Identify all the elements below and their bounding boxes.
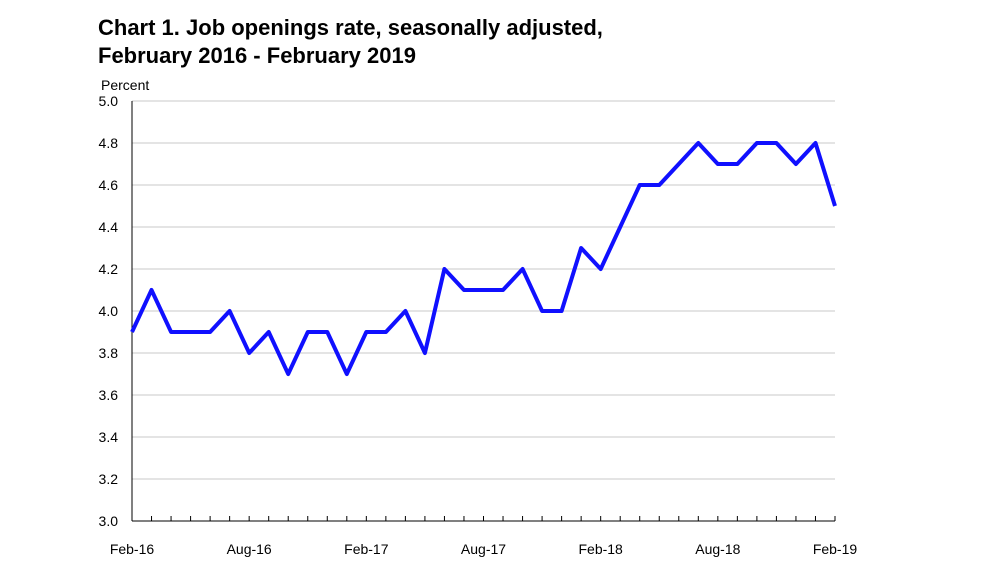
x-tick-labels: Feb-16 Aug-16 Feb-17 Aug-17 Feb-18 Aug-18 Feb-… (110, 541, 858, 557)
data-point (521, 267, 525, 271)
x-tick-label: Aug-17 (461, 541, 506, 557)
data-point (774, 141, 778, 145)
data-point (267, 330, 271, 334)
data-point (345, 372, 349, 376)
series-layer (130, 141, 837, 376)
data-point (384, 330, 388, 334)
data-point (716, 162, 720, 166)
x-tick-label: Feb-19 (813, 541, 858, 557)
y-tick-labels: 3.0 3.2 3.4 3.6 3.8 4.0 4.2 4.4 4.6 4.8 5.0 (99, 93, 119, 529)
data-point (657, 183, 661, 187)
x-tick-label: Aug-16 (227, 541, 272, 557)
data-point (755, 141, 759, 145)
data-point (482, 288, 486, 292)
y-tick-label: 4.4 (99, 219, 119, 235)
x-tick-label: Feb-18 (578, 541, 623, 557)
data-point (677, 162, 681, 166)
y-tick-label: 3.4 (99, 429, 119, 445)
data-point (442, 267, 446, 271)
chart-title-line-1: Chart 1. Job openings rate, seasonally a… (98, 15, 603, 40)
data-point (364, 330, 368, 334)
data-point (794, 162, 798, 166)
data-point (325, 330, 329, 334)
y-tick-label: 3.2 (99, 471, 119, 487)
data-point (403, 309, 407, 313)
chart-title: Chart 1. Job openings rate, seasonally a… (98, 14, 603, 70)
data-point (462, 288, 466, 292)
x-tick-label: Feb-17 (344, 541, 389, 557)
data-point (208, 330, 212, 334)
chart-title-line-2: February 2016 - February 2019 (98, 43, 416, 68)
data-point (579, 246, 583, 250)
y-axis-label: Percent (101, 77, 149, 93)
data-point (560, 309, 564, 313)
data-point (735, 162, 739, 166)
y-tick-label: 4.2 (99, 261, 119, 277)
y-tick-label: 4.8 (99, 135, 119, 151)
data-point (540, 309, 544, 313)
data-point (130, 330, 134, 334)
data-point (501, 288, 505, 292)
y-tick-label: 5.0 (99, 93, 119, 109)
y-tick-label: 4.0 (99, 303, 119, 319)
data-point (228, 309, 232, 313)
data-point (189, 330, 193, 334)
data-point (638, 183, 642, 187)
gridlines (132, 100, 835, 480)
data-point (247, 351, 251, 355)
x-tick-label: Aug-18 (695, 541, 740, 557)
data-point (618, 225, 622, 229)
y-tick-label: 3.0 (99, 513, 119, 529)
axes (131, 101, 836, 522)
data-point (150, 288, 154, 292)
data-point (169, 330, 173, 334)
data-point (833, 204, 837, 208)
data-point (306, 330, 310, 334)
data-point (423, 351, 427, 355)
data-point (286, 372, 290, 376)
data-point (813, 141, 817, 145)
y-tick-label: 3.8 (99, 345, 119, 361)
y-tick-label: 3.6 (99, 387, 119, 403)
series-line (130, 141, 837, 376)
data-point (696, 141, 700, 145)
data-point (599, 267, 603, 271)
y-tick-label: 4.6 (99, 177, 119, 193)
x-tick-label: Feb-16 (110, 541, 155, 557)
